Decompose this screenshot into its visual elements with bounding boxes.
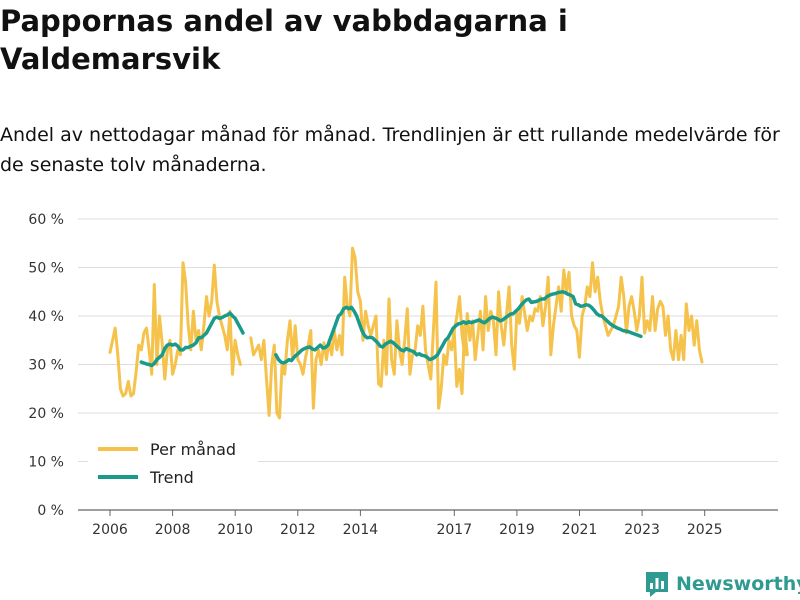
- chart-subtitle: Andel av nettodagar månad för månad. Tre…: [0, 124, 780, 176]
- x-tick-label: 2006: [92, 522, 128, 538]
- x-axis-labels: 2006 2008 2010 2012 2014 2017 2019 2021 2023 2025: [92, 522, 722, 538]
- chart-title: Pappornas andel av vabbdagarna i Valdema…: [0, 4, 568, 76]
- y-tick-label: 10 %: [28, 455, 64, 471]
- y-axis-labels: 0 % 10 % 20 % 30 % 40 % 50 % 60 %: [28, 212, 64, 519]
- x-axis-ticks: [109, 510, 706, 516]
- legend-background: [88, 432, 258, 492]
- y-tick-label: 40 %: [28, 309, 64, 325]
- trend-series-line-0: [139, 311, 245, 368]
- y-tick-label: 0 %: [37, 503, 64, 519]
- legend: Per månad Trend: [88, 432, 258, 492]
- y-tick-label: 20 %: [28, 406, 64, 422]
- x-tick-label: 2017: [436, 522, 472, 538]
- x-tick-label: 2025: [687, 522, 723, 538]
- x-tick-label: 2014: [343, 522, 379, 538]
- monthly-series-line-0: [108, 261, 242, 398]
- trend-series-line-1: [274, 290, 643, 365]
- legend-label-monthly: Per månad: [150, 440, 236, 459]
- x-tick-label: 2010: [217, 522, 253, 538]
- x-tick-label: 2008: [155, 522, 191, 538]
- line-chart: 0 % 10 % 20 % 30 % 40 % 50 % 60 % 2006 2008 2010…: [28, 212, 778, 538]
- x-tick-label: 2021: [562, 522, 598, 538]
- series-lines: [108, 246, 704, 420]
- x-tick-label: 2012: [280, 522, 316, 538]
- monthly-series-line-1: [249, 246, 469, 420]
- x-tick-label: 2019: [499, 522, 535, 538]
- y-tick-label: 60 %: [28, 212, 64, 228]
- newsworthy-logo-icon: [646, 572, 668, 597]
- y-tick-label: 30 %: [28, 358, 64, 374]
- brand-name: Newsworthy: [676, 573, 800, 595]
- legend-label-trend: Trend: [149, 468, 194, 487]
- y-tick-label: 50 %: [28, 261, 64, 277]
- monthly-series-line-2: [452, 261, 704, 371]
- x-tick-label: 2023: [624, 522, 660, 538]
- brand-logo: Newsworthy: [644, 569, 800, 599]
